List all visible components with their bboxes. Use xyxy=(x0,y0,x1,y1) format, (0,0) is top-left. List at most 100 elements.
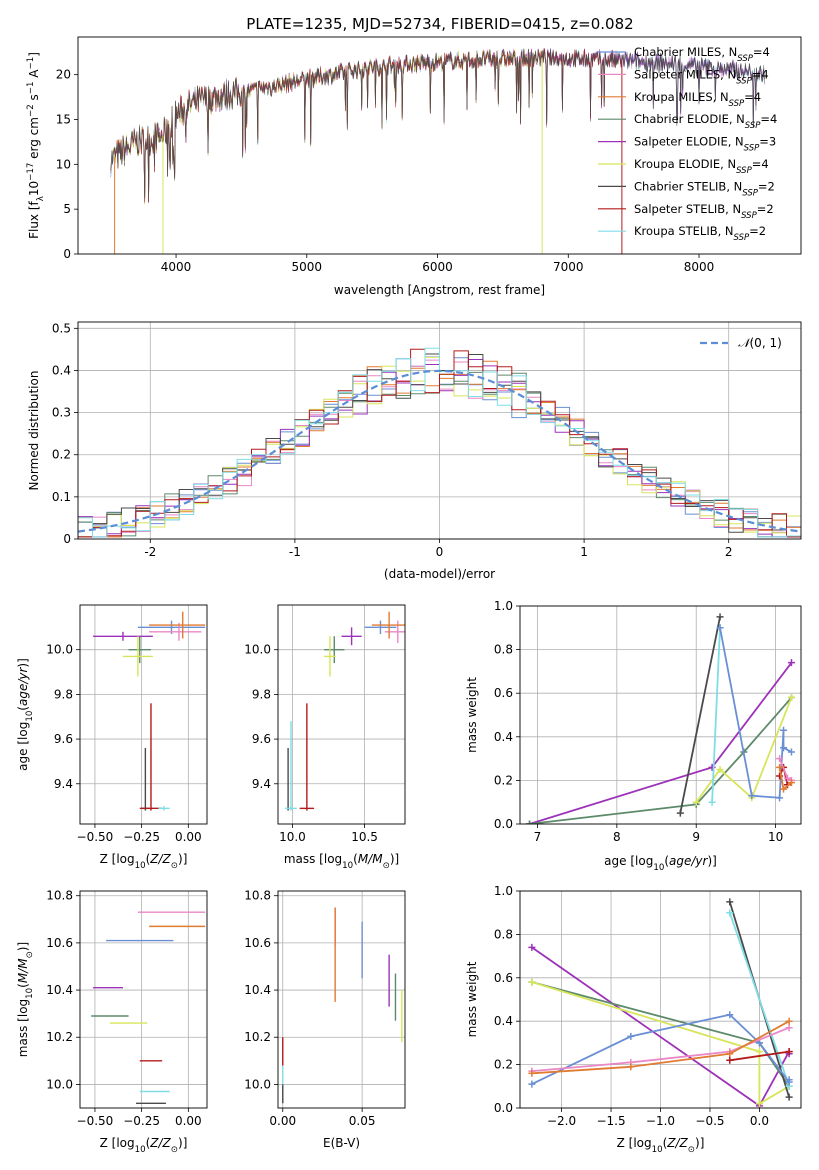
axes-spectrum: 4000 5000 6000 7000 8000 0 5 10 15 20 wavelength [… xyxy=(26,36,802,297)
legend-label: Kroupa ELODIE, NSSP=4 xyxy=(634,157,769,176)
plot-content xyxy=(282,907,403,1104)
x-tick-label: 5000 xyxy=(292,260,323,274)
x-tick-label: 4000 xyxy=(161,260,192,274)
x-tick-label: −2.0 xyxy=(547,1114,576,1128)
weight-line xyxy=(531,1020,790,1075)
plot-content xyxy=(528,898,793,1108)
y-tick-label: 10.0 xyxy=(46,643,73,657)
y-tick-label: 5 xyxy=(63,202,71,216)
x-tick-label: 10.0 xyxy=(279,830,306,844)
weight-marker xyxy=(627,1032,635,1040)
weight-line xyxy=(711,627,721,803)
plot-content xyxy=(110,47,765,254)
y-tick-label: 10.0 xyxy=(46,1077,73,1091)
weight-marker xyxy=(627,1063,635,1071)
x-axis-label: Z [log10(Z/Z⊙)] xyxy=(100,852,188,871)
weight-marker xyxy=(726,909,734,917)
axes-residuals: -2 -1 0 1 2 0 0.1 0.2 0.3 0.4 0.5 (data-model)/erro… xyxy=(27,321,802,581)
axes-weight_vs_age: 7 8 9 10 0.0 0.2 0.4 0.6 0.8 1.0 age [log10(age/yr… xyxy=(465,599,802,873)
weight-marker xyxy=(526,820,534,824)
y-tick-label: 10.0 xyxy=(244,643,271,657)
weight-line xyxy=(531,1026,790,1072)
x-tick-label: 0.00 xyxy=(175,1114,202,1128)
weight-marker xyxy=(784,774,792,782)
weight-marker xyxy=(787,659,795,667)
y-tick-label: 10.0 xyxy=(244,1077,271,1091)
y-tick-label: 9.4 xyxy=(252,777,271,791)
x-tick-label: −1.0 xyxy=(646,1114,675,1128)
plot-content xyxy=(93,611,206,811)
axes-frame xyxy=(79,890,208,1109)
y-axis-label: Flux [fλ10−17 erg cm−2 s−1 A−1] xyxy=(26,52,46,239)
y-tick-label: 1.0 xyxy=(494,599,513,613)
weight-line xyxy=(695,697,793,803)
y-tick-label: 0.1 xyxy=(52,490,71,504)
y-tick-label: 0 xyxy=(63,532,71,546)
legend-label: Salpeter MILES, NSSP=4 xyxy=(634,67,769,86)
axes-frame xyxy=(277,890,406,1109)
y-tick-label: 20 xyxy=(56,68,71,82)
weight-marker xyxy=(726,1050,734,1058)
x-tick-label: 10.5 xyxy=(351,830,378,844)
x-tick-label: 2 xyxy=(725,545,733,559)
weight-marker xyxy=(716,624,724,632)
y-axis-label: age [log10(age/yr)] xyxy=(16,658,35,771)
weight-marker xyxy=(528,943,536,951)
y-tick-label: 0.0 xyxy=(494,1101,513,1115)
y-tick-label: 9.4 xyxy=(54,777,73,791)
y-axis-label: mass [log10(M/M⊙)] xyxy=(16,942,35,1057)
y-tick-label: 15 xyxy=(56,112,71,126)
weight-marker xyxy=(785,1048,793,1056)
y-tick-label: 0.5 xyxy=(52,321,71,335)
x-tick-label: −1.5 xyxy=(596,1114,625,1128)
weight-marker xyxy=(528,1069,536,1077)
weight-marker xyxy=(776,755,784,763)
x-tick-label: −0.50 xyxy=(77,1114,114,1128)
y-tick-label: 1.0 xyxy=(494,884,513,898)
legend-label: Kroupa STELIB, NSSP=2 xyxy=(634,224,766,243)
weight-marker xyxy=(776,763,784,771)
weight-line xyxy=(728,912,790,1087)
y-tick-label: 0.8 xyxy=(494,643,513,657)
gaussian-curve xyxy=(78,369,801,533)
axes-weight_vs_Z: −2.0 −1.5 −1.0 −0.5 0.0 0.0 0.2 0.4 0.6 0.8 1.0 Z [… xyxy=(465,884,802,1155)
weight-marker xyxy=(692,798,700,806)
spectrum-line xyxy=(114,48,624,203)
x-tick-label: 8000 xyxy=(684,260,715,274)
y-tick-label: 0.4 xyxy=(52,363,71,377)
weight-marker xyxy=(716,613,724,621)
plot-content xyxy=(526,613,795,824)
legend: Chabrier MILES, NSSP=4 Salpeter MILES, NS… xyxy=(598,45,777,243)
x-tick-label: 7000 xyxy=(553,260,584,274)
x-tick-label: −0.25 xyxy=(123,830,160,844)
x-tick-label: 0.00 xyxy=(175,830,202,844)
x-tick-label: 8 xyxy=(613,830,621,844)
y-tick-label: 10.8 xyxy=(46,889,73,903)
plot-content xyxy=(78,347,801,539)
weight-marker xyxy=(787,779,795,787)
y-tick-label: 0 xyxy=(63,247,71,261)
y-tick-label: 9.6 xyxy=(252,732,271,746)
x-tick-label: −0.5 xyxy=(695,1114,724,1128)
y-tick-label: 0.4 xyxy=(494,1014,513,1028)
y-tick-label: 10.2 xyxy=(46,1030,73,1044)
legend-label: Chabrier ELODIE, NSSP=4 xyxy=(634,112,777,131)
x-tick-label: -2 xyxy=(144,545,156,559)
y-axis-label: mass weight xyxy=(465,961,479,1037)
legend-label: Kroupa MILES, NSSP=4 xyxy=(634,90,761,109)
y-tick-label: 10.2 xyxy=(244,1030,271,1044)
weight-marker xyxy=(528,978,536,986)
legend-label: Salpeter ELODIE, NSSP=3 xyxy=(634,135,776,154)
weight-marker xyxy=(755,1100,763,1108)
weight-marker xyxy=(780,726,788,734)
weight-marker xyxy=(708,798,716,806)
y-tick-label: 9.8 xyxy=(252,687,271,701)
y-tick-label: 10.6 xyxy=(244,936,271,950)
x-tick-label: 0.05 xyxy=(349,1114,376,1128)
axes-frame xyxy=(79,604,208,825)
x-tick-label: 9 xyxy=(692,830,700,844)
weight-marker xyxy=(785,1076,793,1084)
axes-age_vs_Z: −0.50 −0.25 0.00 9.4 9.6 9.8 10.0 Z [log10(Z/Z⊙… xyxy=(16,604,208,871)
weight-marker xyxy=(528,1080,536,1088)
y-tick-label: 0.2 xyxy=(494,773,513,787)
